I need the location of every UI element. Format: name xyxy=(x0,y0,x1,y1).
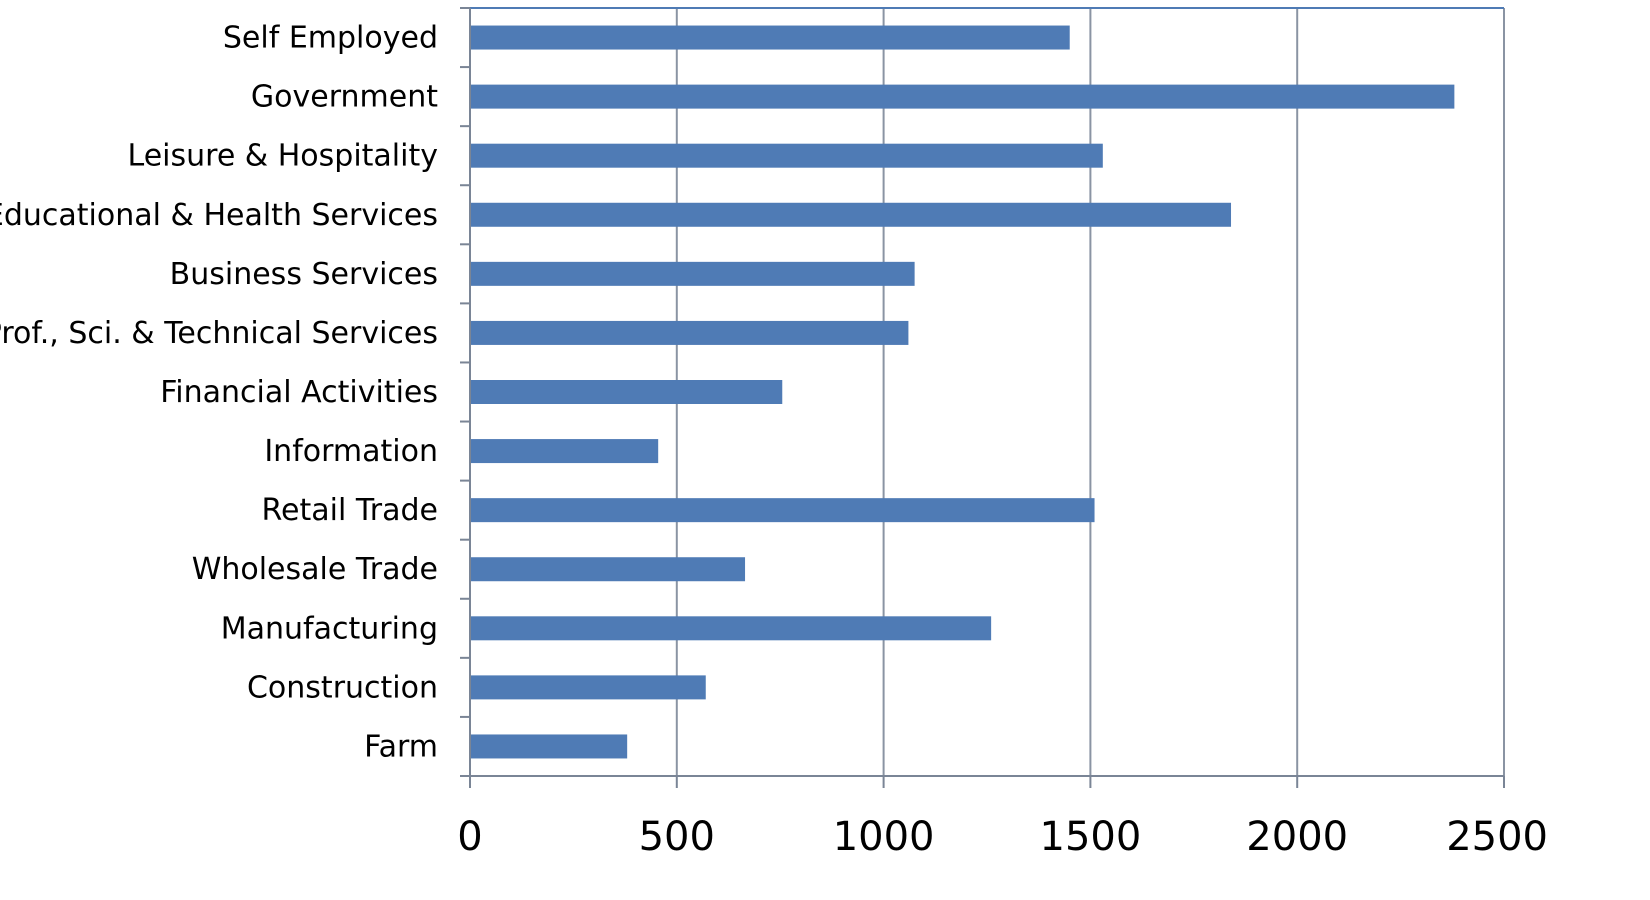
category-label: Educational & Health Services xyxy=(0,198,438,233)
category-label: Government xyxy=(251,80,438,115)
category-label: Manufacturing xyxy=(221,611,438,646)
bar-2 xyxy=(471,143,1103,168)
category-label: Construction xyxy=(247,670,438,705)
x-tick-label: 500 xyxy=(639,814,715,860)
category-label: Wholesale Trade xyxy=(192,552,438,587)
bar-4 xyxy=(471,261,915,286)
category-label: Prof., Sci. & Technical Services xyxy=(0,316,438,351)
bar-3 xyxy=(471,202,1232,227)
x-tick-label: 2500 xyxy=(1446,814,1548,860)
bar-8 xyxy=(471,498,1095,523)
x-tick-label: 1500 xyxy=(1040,814,1142,860)
category-label: Farm xyxy=(364,729,438,764)
x-tick-label: 1000 xyxy=(833,814,935,860)
category-label: Information xyxy=(264,434,438,469)
x-tick-label: 0 xyxy=(457,814,482,860)
category-label: Self Employed xyxy=(223,21,438,56)
bar-5 xyxy=(471,320,909,345)
bar-6 xyxy=(471,380,783,404)
category-label: Business Services xyxy=(170,257,438,292)
x-tick-label: 2000 xyxy=(1246,814,1348,860)
category-label: Leisure & Hospitality xyxy=(128,139,438,174)
category-label: Financial Activities xyxy=(160,375,438,410)
bar-10 xyxy=(471,616,992,641)
bar-0 xyxy=(471,25,1070,50)
category-label: Retail Trade xyxy=(262,493,438,528)
bar-12 xyxy=(471,734,628,759)
bar-1 xyxy=(471,84,1455,109)
bar-7 xyxy=(471,439,659,464)
bar-11 xyxy=(471,675,706,700)
bar-9 xyxy=(471,557,746,582)
